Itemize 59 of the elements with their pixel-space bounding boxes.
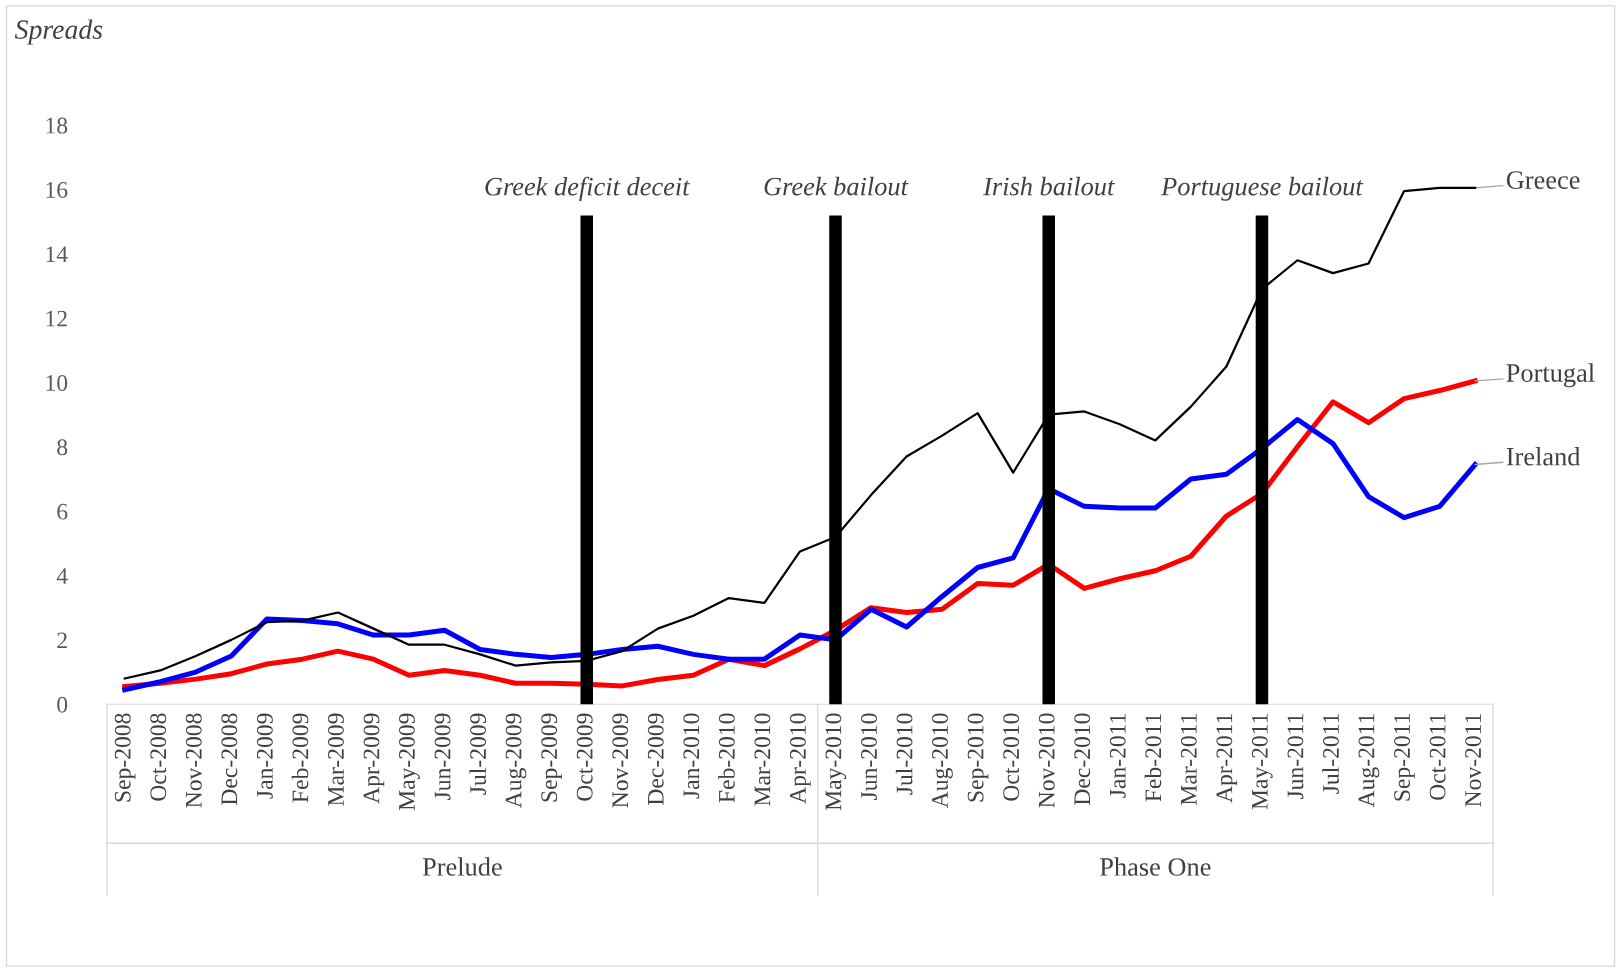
y-tick-label: 10 — [46, 374, 68, 391]
y-tick-label: 18 — [46, 117, 68, 134]
x-tick-label: Aug-2009 — [505, 713, 527, 809]
x-tick-label: Mar-2011 — [1180, 713, 1197, 805]
x-tick-label: Jun-2009 — [434, 713, 451, 800]
x-tick-label: Nov-2008 — [185, 713, 202, 808]
x-tick-label: Jan-2010 — [683, 713, 700, 799]
x-tick-label: Nov-2009 — [612, 713, 629, 808]
y-tick-label: 12 — [46, 310, 67, 327]
x-tick-label: Nov-2011 — [1465, 713, 1482, 807]
x-tick-label: Jun-2011 — [1287, 713, 1304, 800]
x-tick-label: Dec-2010 — [1074, 713, 1091, 805]
y-tick-label: 16 — [46, 182, 68, 198]
x-tick-label: Jul-2011 — [1322, 713, 1339, 794]
x-tick-label: May-2011 — [1251, 713, 1273, 810]
series-label: Ireland — [1506, 447, 1581, 466]
y-tick-label: 6 — [57, 503, 68, 520]
ref-line-label: Portuguese bailout — [1161, 176, 1364, 201]
x-tick-label: Dec-2009 — [647, 713, 664, 805]
x-tick-label: Jul-2009 — [469, 713, 487, 795]
ref-line-label: Greek bailout — [764, 176, 909, 196]
y-tick-label: 4 — [56, 568, 68, 584]
series-label: Portugal — [1506, 363, 1595, 388]
x-tick-label: Oct-2008 — [150, 713, 167, 801]
x-tick-label: Mar-2010 — [754, 713, 771, 806]
x-tick-label: Jun-2010 — [861, 713, 877, 800]
ref-line-label: Irish bailout — [983, 176, 1115, 196]
y-tick-label: 0 — [57, 696, 68, 713]
y-tick-label: 2 — [57, 632, 67, 649]
x-tick-label: Feb-2011 — [1144, 713, 1162, 802]
x-tick-label: Oct-2009 — [576, 713, 593, 801]
x-tick-label: Jan-2009 — [256, 713, 273, 799]
x-tick-label: May-2010 — [825, 713, 847, 811]
y-tick-label: 8 — [57, 439, 68, 456]
x-tick-label: Feb-2009 — [291, 713, 309, 803]
x-tick-label: Nov-2010 — [1038, 713, 1055, 808]
x-tick-label: Apr-2011 — [1216, 713, 1238, 803]
y-axis-title: Spreads — [14, 19, 103, 45]
x-tick-label: Jul-2010 — [895, 713, 913, 795]
x-tick-label: Sep-2010 — [967, 713, 989, 802]
x-tick-label: Dec-2008 — [221, 713, 238, 805]
x-tick-label: Aug-2011 — [1358, 713, 1380, 808]
x-tick-label: Sep-2009 — [541, 713, 562, 802]
x-tick-label: Jan-2011 — [1109, 713, 1126, 798]
x-tick-label: Aug-2010 — [932, 713, 953, 809]
x-tick-label: May-2009 — [398, 713, 420, 811]
x-tick-label: Mar-2009 — [327, 713, 344, 806]
x-tick-label: Feb-2010 — [718, 713, 735, 803]
x-tick-label: Apr-2010 — [789, 713, 811, 804]
text: Phase One — [1100, 857, 1211, 876]
series-label: Greece — [1506, 171, 1580, 189]
y-tick-label: 14 — [46, 246, 68, 263]
x-tick-label: Sep-2011 — [1394, 713, 1415, 801]
x-tick-label: Oct-2011 — [1429, 713, 1446, 800]
text: Prelude — [422, 857, 502, 876]
x-tick-label: Oct-2010 — [1003, 713, 1020, 801]
x-tick-label: Apr-2009 — [363, 713, 385, 804]
x-tick-label: Sep-2008 — [114, 713, 136, 802]
ref-line-label: Greek deficit deceit — [485, 176, 691, 201]
